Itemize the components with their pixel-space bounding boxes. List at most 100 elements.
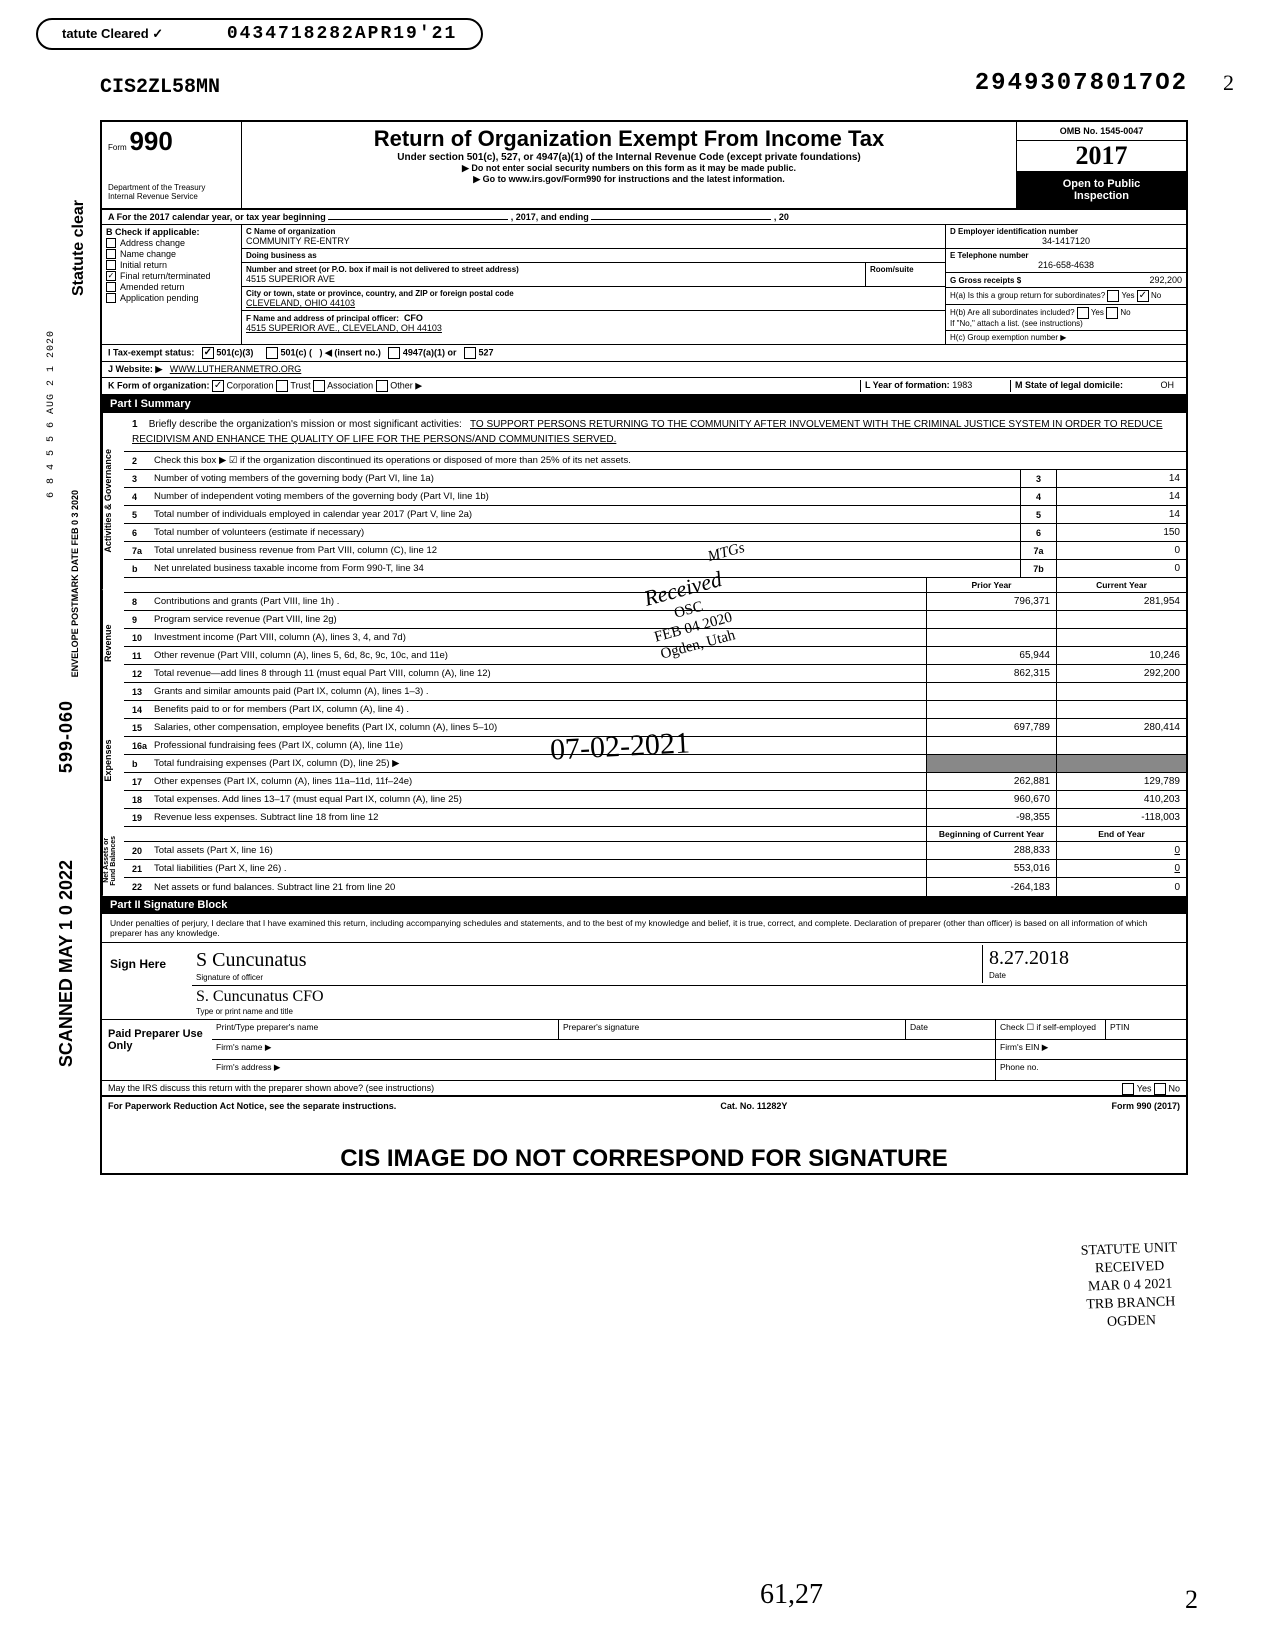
c11: 10,246 bbox=[1056, 647, 1186, 664]
chk-501c3[interactable]: ✓ bbox=[202, 347, 214, 359]
chk-ha-no[interactable]: ✓ bbox=[1137, 290, 1149, 302]
chk-hb-no[interactable] bbox=[1106, 307, 1118, 319]
row-j: J Website: ▶ WWW.LUTHERANMETRO.ORG bbox=[102, 362, 1186, 378]
val-6: 150 bbox=[1056, 524, 1186, 541]
code-599: 599-060 bbox=[56, 700, 77, 773]
scanned-stamp: SCANNED MAY 1 0 2022 bbox=[56, 860, 77, 1067]
ein: 34-1417120 bbox=[950, 236, 1182, 246]
form-header-mid: Return of Organization Exempt From Incom… bbox=[242, 122, 1016, 208]
chk-trust[interactable] bbox=[276, 380, 288, 392]
col-b: B Check if applicable: Address change Na… bbox=[102, 225, 242, 344]
chk-initial-return[interactable] bbox=[106, 260, 116, 270]
omb-number: OMB No. 1545-0047 bbox=[1017, 122, 1186, 141]
p8: 796,371 bbox=[926, 593, 1056, 610]
gross-receipts: 292,200 bbox=[1149, 275, 1182, 285]
col-b-header: B Check if applicable: bbox=[106, 227, 237, 237]
city-state-zip: CLEVELAND, OHIO 44103 bbox=[246, 298, 355, 308]
discuss-row: May the IRS discuss this return with the… bbox=[102, 1081, 1186, 1097]
form-number: 990 bbox=[129, 126, 172, 156]
org-name: COMMUNITY RE-ENTRY bbox=[246, 236, 350, 246]
row-a: A For the 2017 calendar year, or tax yea… bbox=[102, 210, 1186, 225]
part2-bar: Part II Signature Block bbox=[102, 896, 1186, 914]
c17: 129,789 bbox=[1056, 773, 1186, 790]
form-header-left: Form 990 Department of the Treasury Inte… bbox=[102, 122, 242, 208]
chk-hb-yes[interactable] bbox=[1077, 307, 1089, 319]
bubble-left: tatute Cleared ✓ bbox=[62, 26, 163, 41]
website: WWW.LUTHERANMETRO.ORG bbox=[170, 364, 302, 374]
handwritten-tail: 2 bbox=[1185, 1585, 1198, 1615]
chk-amended[interactable] bbox=[106, 282, 116, 292]
c20: 0 bbox=[1056, 842, 1186, 859]
footer-row: For Paperwork Reduction Act Notice, see … bbox=[102, 1097, 1186, 1115]
p17: 262,881 bbox=[926, 773, 1056, 790]
form-subtitle: Under section 501(c), 527, or 4947(a)(1)… bbox=[246, 152, 1012, 163]
form-header-right: OMB No. 1545-0047 2017 Open to PublicIns… bbox=[1016, 122, 1186, 208]
chk-final-return[interactable]: ✓ bbox=[106, 271, 116, 281]
tax-year: 2017 bbox=[1017, 141, 1186, 172]
val-4: 14 bbox=[1056, 488, 1186, 505]
p18: 960,670 bbox=[926, 791, 1056, 808]
officer-address: 4515 SUPERIOR AVE., CLEVELAND, OH 44103 bbox=[246, 323, 442, 333]
form-990-box: Form 990 Department of the Treasury Inte… bbox=[100, 120, 1188, 1175]
envelope-postmark: ENVELOPE POSTMARK DATE FEB 0 3 2020 bbox=[70, 490, 80, 677]
cis-banner: CIS IMAGE DO NOT CORRESPOND FOR SIGNATUR… bbox=[102, 1145, 1186, 1173]
officer-signature: S Cuncunatus bbox=[196, 949, 307, 971]
chk-address-change[interactable] bbox=[106, 238, 116, 248]
part1-bar: Part I Summary bbox=[102, 395, 1186, 413]
c19: -118,003 bbox=[1056, 809, 1186, 826]
p22: -264,183 bbox=[926, 878, 1056, 896]
open-public: Open to PublicInspection bbox=[1017, 172, 1186, 208]
row-i: I Tax-exempt status: ✓ 501(c)(3) 501(c) … bbox=[102, 345, 1186, 362]
cis-code: CIS2ZL58MN bbox=[100, 76, 220, 99]
chk-name-change[interactable] bbox=[106, 249, 116, 259]
state-domicile: OH bbox=[1161, 380, 1181, 390]
officer-title: CFO bbox=[404, 313, 423, 323]
val-5: 14 bbox=[1056, 506, 1186, 523]
side-expenses: Expenses bbox=[102, 696, 124, 826]
form-title: Return of Organization Exempt From Incom… bbox=[246, 126, 1012, 152]
year-formation: 1983 bbox=[952, 380, 972, 390]
top-right-number: 29493078017O2 bbox=[975, 70, 1188, 97]
p19: -98,355 bbox=[926, 809, 1056, 826]
side-revenue: Revenue bbox=[102, 590, 124, 696]
side-netassets: Net Assets or Fund Balances bbox=[102, 825, 124, 896]
part1-lines: 1 Briefly describe the organization's mi… bbox=[124, 413, 1186, 896]
c18: 410,203 bbox=[1056, 791, 1186, 808]
street: 4515 SUPERIOR AVE bbox=[246, 274, 335, 284]
paid-preparer-block: Paid Preparer Use Only Print/Type prepar… bbox=[102, 1020, 1186, 1081]
page: SCANNED MAY 1 0 2022 599-060 Statute cle… bbox=[0, 0, 1288, 1651]
form-sub2: ▶ Do not enter social security numbers o… bbox=[246, 163, 1012, 174]
c22: 0 bbox=[1056, 878, 1186, 896]
paid-preparer-label: Paid Preparer Use Only bbox=[102, 1020, 212, 1080]
chk-assoc[interactable] bbox=[313, 380, 325, 392]
handwritten-pages: 61,27 bbox=[760, 1579, 823, 1611]
part1-body: Activities & Governance Revenue Expenses… bbox=[102, 413, 1186, 896]
side-governance: Activities & Governance bbox=[102, 413, 124, 590]
declaration: Under penalties of perjury, I declare th… bbox=[102, 914, 1186, 943]
hdr-current: Current Year bbox=[1056, 578, 1186, 592]
statute-clear-v: Statute clear bbox=[70, 200, 88, 296]
officer-name-printed: S. Cuncunatus CFO bbox=[196, 988, 324, 1005]
chk-ha-yes[interactable] bbox=[1107, 290, 1119, 302]
chk-discuss-no[interactable] bbox=[1154, 1083, 1166, 1095]
chk-other[interactable] bbox=[376, 380, 388, 392]
p15: 697,789 bbox=[926, 719, 1056, 736]
chk-501c[interactable] bbox=[266, 347, 278, 359]
p20: 288,833 bbox=[926, 842, 1056, 859]
val-7b: 0 bbox=[1056, 560, 1186, 577]
top-bubble: tatute Cleared ✓ 0434718282APR19'21 bbox=[36, 18, 483, 50]
statute-unit-stamp: STATUTE UNIT RECEIVED MAR 0 4 2021 TRB B… bbox=[1080, 1238, 1180, 1333]
chk-app-pending[interactable] bbox=[106, 293, 116, 303]
chk-527[interactable] bbox=[464, 347, 476, 359]
dln-number: 0434718282APR19'21 bbox=[227, 24, 457, 44]
c8: 281,954 bbox=[1056, 593, 1186, 610]
dept-treasury: Department of the Treasury bbox=[108, 183, 235, 192]
chk-corp[interactable]: ✓ bbox=[212, 380, 224, 392]
p21: 553,016 bbox=[926, 860, 1056, 877]
hdr-prior: Prior Year bbox=[926, 578, 1056, 592]
col-d: D Employer identification number34-14171… bbox=[946, 225, 1186, 344]
p11: 65,944 bbox=[926, 647, 1056, 664]
chk-4947[interactable] bbox=[388, 347, 400, 359]
sign-date: 8.27.2018 bbox=[989, 947, 1069, 969]
chk-discuss-yes[interactable] bbox=[1122, 1083, 1134, 1095]
